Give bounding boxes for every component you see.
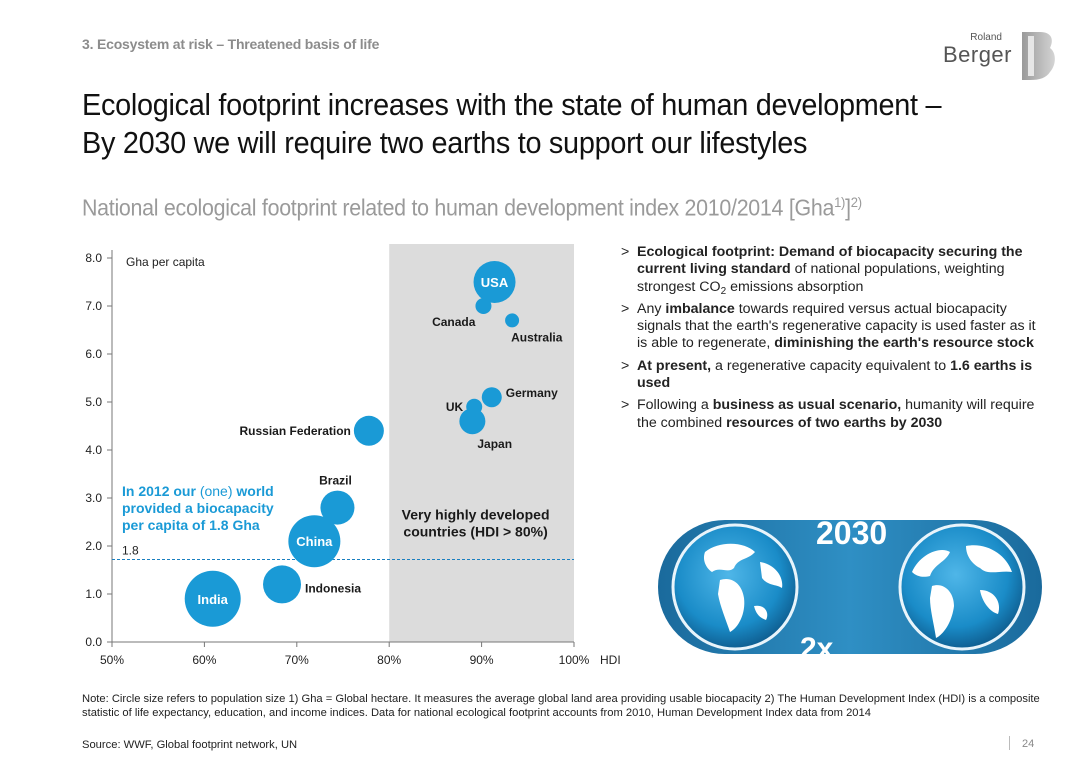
- x-axis-label: HDI: [600, 653, 621, 667]
- chart-subtitle: National ecological footprint related to…: [82, 194, 862, 222]
- callout-line-3: per capita of 1.8 Gha: [122, 517, 260, 533]
- roland-berger-logo: Roland Berger: [943, 30, 1058, 82]
- scatter-chart: 0.0 1.0 2.0 3.0 4.0 5.0 6.0 7.0 8.0 50% 60% 70% 80% 9…: [85, 244, 621, 667]
- point-label: India: [198, 592, 229, 607]
- point-label: USA: [481, 275, 509, 290]
- earths-year-label: 2030: [816, 515, 887, 551]
- bubble-brazil: [320, 490, 355, 525]
- page-number: 24: [1022, 738, 1035, 750]
- bubble-canada: [475, 298, 492, 314]
- bullet-item: > At present, a regenerative capacity eq…: [619, 358, 1039, 393]
- y-tick-label: 6.0: [85, 347, 102, 361]
- bullet-marker: >: [621, 357, 630, 374]
- bullet-marker: >: [621, 244, 630, 260]
- bubble-indonesia: [263, 565, 302, 604]
- bubble-usa: [473, 261, 516, 303]
- point-label: Australia: [511, 330, 563, 344]
- y-tick-label: 3.0: [85, 491, 102, 505]
- point-label: Brazil: [319, 474, 352, 488]
- headline-line-1: Ecological footprint increases with the …: [82, 87, 942, 122]
- y-tick-label: 0.0: [85, 635, 102, 649]
- bullet-text: Following a: [637, 397, 713, 414]
- callout-line-1: In 2012 our (one) world: [122, 483, 274, 499]
- subtitle-close: ]: [845, 194, 851, 221]
- x-tick-label: 100%: [559, 653, 590, 667]
- callout-segment: (one): [200, 483, 233, 499]
- y-tick-label: 7.0: [85, 299, 102, 313]
- headline-line-2: By 2030 we will require two earths to su…: [82, 125, 808, 160]
- page-separator: [1009, 736, 1010, 750]
- region-label-line-2: countries (HDI > 80%): [403, 523, 547, 539]
- callout-line-2: provided a biocapacity: [122, 500, 274, 516]
- bubble-australia: [505, 313, 520, 328]
- bullet-bold: imbalance: [665, 300, 735, 317]
- bullet-bold: 1.6 earths is used: [637, 357, 1033, 392]
- callout-segment: world: [233, 483, 274, 499]
- bubble-china: [288, 515, 341, 568]
- bullet-bold: At present,: [637, 357, 712, 374]
- two-earths-graphic: 2030 2x: [658, 515, 1042, 665]
- bubble-japan: [459, 408, 486, 435]
- x-tick-label: 60%: [192, 653, 216, 667]
- bullet-text: a regenerative capacity equivalent to: [711, 357, 951, 374]
- point-label: Russian Federation: [240, 424, 351, 438]
- page-headline: Ecological footprint increases with the …: [82, 86, 975, 162]
- bullet-marker: >: [621, 300, 630, 317]
- bullet-bold: business as usual scenario,: [712, 397, 902, 414]
- logo-b-mark-icon: [1022, 32, 1055, 80]
- point-label: China: [296, 534, 333, 549]
- region-label-line-1: Very highly developed: [402, 507, 550, 523]
- callout-segment: In 2012 our: [122, 483, 200, 499]
- point-label: Canada: [432, 315, 476, 329]
- bubble-india: [184, 570, 241, 627]
- y-tick-label: 1.0: [85, 587, 102, 601]
- y-tick-label: 2.0: [85, 539, 102, 553]
- earths-multiplier-label: 2x: [800, 632, 834, 665]
- section-title: 3. Ecosystem at risk – Threatened basis …: [82, 36, 380, 52]
- bullet-text: emissions absorption: [726, 278, 864, 295]
- subtitle-main: National ecological footprint related to…: [82, 194, 835, 221]
- bullet-marker: >: [621, 397, 630, 414]
- logo-text-small: Roland: [970, 32, 1002, 43]
- x-tick-label: 90%: [470, 653, 494, 667]
- point-label: Japan: [477, 437, 512, 451]
- bullet-bold: Ecological footprint: Demand of biocapac…: [637, 244, 1023, 278]
- y-axis-label: Gha per capita: [126, 255, 205, 269]
- point-label: Germany: [506, 386, 558, 400]
- point-label: UK: [446, 400, 464, 414]
- point-label: Indonesia: [305, 581, 361, 595]
- bullet-item: > Ecological footprint: Demand of biocap…: [619, 244, 1039, 296]
- bubble-russian-federation: [353, 415, 384, 446]
- bullet-text: Any: [637, 300, 666, 317]
- earth-left-icon: [671, 523, 799, 651]
- bullet-text: of national populations, weighting stron…: [637, 261, 1005, 295]
- x-tick-label: 70%: [285, 653, 309, 667]
- bullet-text: towards required versus actual biocapaci…: [637, 300, 1036, 352]
- source-line: Source: WWF, Global footprint network, U…: [82, 739, 298, 751]
- y-tick-label: 8.0: [85, 251, 102, 265]
- bubble-germany: [481, 387, 502, 408]
- bullet-item: > Following a business as usual scenario…: [619, 397, 1039, 432]
- y-tick-label: 4.0: [85, 443, 102, 457]
- x-tick-label: 50%: [100, 653, 124, 667]
- bullet-list: > Ecological footprint: Demand of biocap…: [619, 244, 1039, 437]
- subtitle-footnote-2: 2): [850, 194, 862, 210]
- bullet-bold: diminishing the earth's resource stock: [774, 335, 1034, 352]
- bullet-subscript: 2: [720, 285, 727, 297]
- bullet-text: humanity will require the combined: [637, 397, 1035, 431]
- bullet-item: > Any imbalance towards required versus …: [619, 301, 1039, 353]
- threshold-label: 1.8: [122, 543, 139, 557]
- subtitle-footnote-1: 1): [834, 194, 846, 210]
- bullet-bold: resources of two earths by 2030: [726, 414, 943, 431]
- y-tick-label: 5.0: [85, 395, 102, 409]
- logo-text-big: Berger: [942, 42, 1012, 67]
- footnote: Note: Circle size refers to population s…: [82, 693, 1040, 719]
- earth-right-icon: [898, 523, 1026, 651]
- x-tick-label: 80%: [377, 653, 401, 667]
